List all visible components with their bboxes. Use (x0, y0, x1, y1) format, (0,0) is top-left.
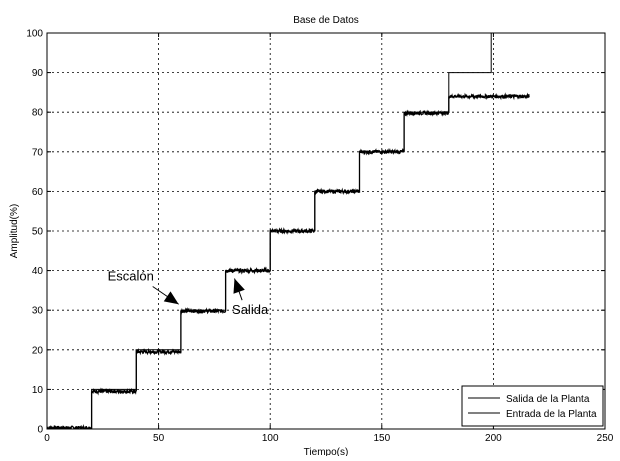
y-axis-label: Amplitud(%) (9, 204, 20, 258)
legend: Salida de la Planta Entrada de la Planta (461, 385, 604, 427)
x-axis-label: Tiempo(s) (304, 447, 349, 456)
x-tick-label: 150 (373, 433, 390, 444)
y-tick-label: 80 (32, 108, 44, 119)
legend-box (461, 385, 604, 427)
annotation-arrow-head (163, 291, 179, 305)
x-tick-label: 50 (153, 433, 165, 444)
y-tick-label: 60 (32, 187, 44, 198)
y-tick-label: 40 (32, 266, 44, 277)
x-tick-label: 100 (262, 433, 279, 444)
annotation-label: Salida (232, 302, 269, 317)
y-tick-label: 100 (26, 29, 43, 40)
x-tick-label: 200 (485, 433, 502, 444)
y-tick-label: 20 (32, 345, 44, 356)
series-group (47, 33, 530, 429)
y-tick-label: 50 (32, 227, 44, 238)
y-tick-label: 0 (37, 425, 43, 436)
annotation-label: Escalón (108, 269, 154, 284)
y-tick-label: 10 (32, 385, 44, 396)
y-tick-label: 30 (32, 306, 44, 317)
series-line-1 (47, 33, 492, 429)
chart-title: Base de Datos (293, 15, 359, 26)
x-tick-label: 0 (44, 433, 50, 444)
annotations: Escalón Salida (108, 269, 269, 318)
legend-label-0: Salida de la Planta (506, 394, 590, 405)
plot-area (47, 33, 605, 429)
y-tick-label: 90 (32, 68, 44, 79)
ticks: 0 50 100 150 200 250 0 10 20 30 40 50 60 70 80 90 100 (26, 29, 613, 445)
grid (47, 33, 605, 429)
legend-label-1: Entrada de la Planta (506, 409, 597, 420)
x-tick-label: 250 (597, 433, 614, 444)
annotation-arrow-head (233, 278, 245, 294)
y-tick-label: 70 (32, 147, 44, 158)
